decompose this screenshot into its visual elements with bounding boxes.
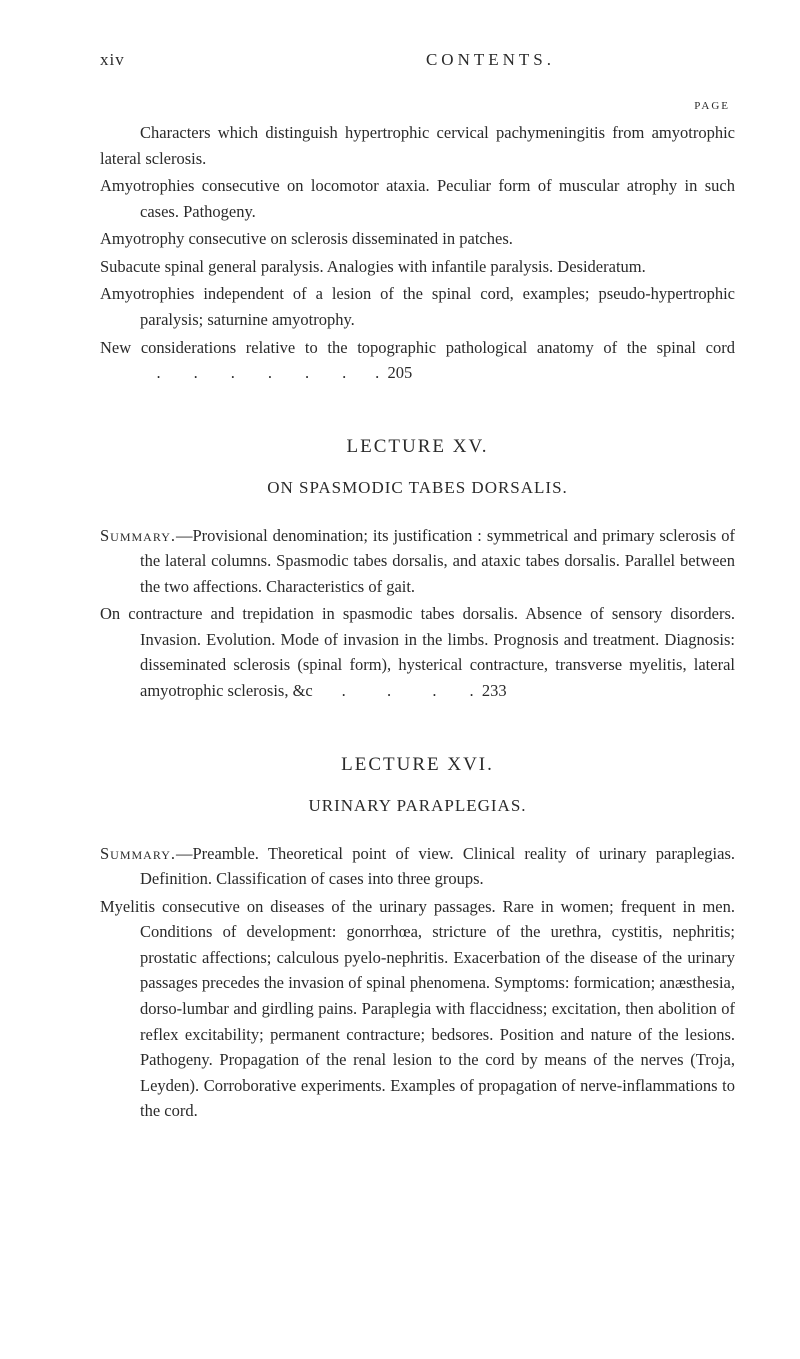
- para: Myelitis consecutive on diseases of the …: [100, 894, 735, 1124]
- lecture-xvi-title: LECTURE XVI.: [100, 754, 735, 776]
- header-title: CONTENTS.: [426, 50, 555, 70]
- para: Characters which distinguish hypertrophi…: [100, 120, 735, 171]
- summary-label: Summary.: [100, 844, 176, 863]
- lecture-xv-title: LECTURE XV.: [100, 436, 735, 458]
- para-text: —Preamble. Theoretical point of view. Cl…: [140, 844, 735, 889]
- page-ref: 233: [482, 681, 507, 700]
- page-number: xiv: [100, 50, 125, 70]
- para: Amyotrophies consecutive on locomotor at…: [100, 173, 735, 224]
- lecture-xv-content: Summary.—Provisional denomination; its j…: [100, 523, 735, 704]
- para-text: —Provisional denomination; its justifica…: [140, 526, 735, 596]
- header-row: xiv CONTENTS.: [100, 50, 735, 70]
- summary-para: Summary.—Provisional denomination; its j…: [100, 523, 735, 600]
- page-column-label: PAGE: [100, 100, 730, 112]
- para: Amyotrophies independent of a lesion of …: [100, 281, 735, 332]
- para: Amyotrophy consecutive on sclerosis diss…: [100, 226, 735, 252]
- para-with-page-ref: On contracture and trepidation in spasmo…: [100, 601, 735, 703]
- page-ref: 205: [388, 363, 413, 382]
- top-content-section: Characters which distinguish hypertrophi…: [100, 120, 735, 386]
- lecture-xvi-subtitle: URINARY PARAPLEGIAS.: [100, 796, 735, 816]
- para: Subacute spinal general paralysis. Analo…: [100, 254, 735, 280]
- para-text: New considerations relative to the topog…: [100, 338, 735, 357]
- summary-para: Summary.—Preamble. Theoretical point of …: [100, 841, 735, 892]
- summary-label: Summary.: [100, 526, 176, 545]
- dots: . . . .: [317, 681, 478, 700]
- para-with-page-ref: New considerations relative to the topog…: [100, 335, 735, 386]
- lecture-xv-subtitle: ON SPASMODIC TABES DORSALIS.: [100, 478, 735, 498]
- dots: . . . . . . .: [140, 363, 383, 382]
- lecture-xvi-content: Summary.—Preamble. Theoretical point of …: [100, 841, 735, 1124]
